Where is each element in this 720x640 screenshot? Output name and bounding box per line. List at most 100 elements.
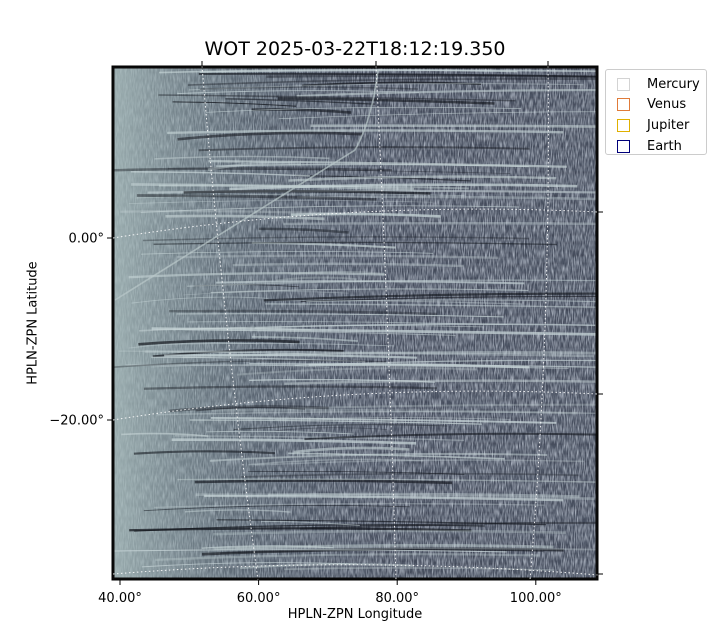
streak <box>151 356 366 362</box>
streak <box>200 69 598 73</box>
streak <box>172 101 297 107</box>
streak <box>306 299 598 303</box>
legend-item: Mercury <box>617 74 706 95</box>
streak <box>176 254 499 259</box>
streak <box>129 527 472 532</box>
streak <box>290 212 441 218</box>
streak <box>233 424 448 431</box>
streak <box>138 339 300 346</box>
streak <box>302 81 482 87</box>
streak <box>216 280 525 285</box>
image-layer <box>112 66 598 580</box>
streak <box>201 545 334 549</box>
streak <box>189 419 482 425</box>
legend-label: Earth <box>647 138 682 154</box>
streak <box>155 553 540 561</box>
y-axis-label: HPLN-ZPN Latitude <box>25 261 41 385</box>
streak <box>176 313 504 318</box>
streak <box>184 329 456 336</box>
streak <box>254 459 585 466</box>
streak <box>177 478 597 483</box>
legend-item: Venus <box>617 95 706 116</box>
streak <box>232 262 464 268</box>
streak <box>136 194 377 201</box>
streak <box>121 432 209 437</box>
streak <box>112 167 392 172</box>
legend-item: Jupiter <box>617 115 706 136</box>
streak <box>300 295 598 303</box>
streak <box>263 292 598 302</box>
streak <box>165 214 325 221</box>
diagonal-trail <box>114 69 379 301</box>
streak <box>128 272 385 279</box>
streak <box>158 94 516 102</box>
streak <box>248 458 424 466</box>
streak <box>288 175 557 182</box>
streak <box>288 452 505 460</box>
x-axis-label: HPLN-ZPN Longitude <box>287 607 423 622</box>
streak <box>195 406 306 412</box>
streak <box>183 291 349 296</box>
streak <box>171 438 416 445</box>
streak <box>164 353 417 359</box>
streak <box>278 97 495 105</box>
x-tick-label: 60.00° <box>237 591 281 606</box>
streak <box>131 183 414 191</box>
streak <box>213 529 567 536</box>
tick-labels: 40.00° 60.00° 80.00° 100.00° 0.00° −20.00° <box>49 232 561 607</box>
streak <box>143 385 438 390</box>
streak <box>225 98 376 105</box>
legend-swatch <box>617 118 630 132</box>
streak <box>247 471 465 475</box>
streak <box>187 78 598 86</box>
streak <box>140 205 520 213</box>
streak <box>215 163 529 168</box>
streak <box>206 430 354 435</box>
streak <box>118 350 328 356</box>
streak <box>251 108 352 114</box>
streak <box>156 411 598 416</box>
x-tick-label: 100.00° <box>510 591 562 606</box>
streak <box>277 299 523 305</box>
streak <box>143 505 410 512</box>
streak <box>177 90 419 94</box>
streak <box>188 83 584 91</box>
y-tick-label: −20.00° <box>49 414 104 429</box>
streak <box>154 502 545 509</box>
axis-ticks <box>107 61 603 585</box>
streak <box>133 450 276 455</box>
streak <box>183 189 431 195</box>
left-glow <box>112 66 598 580</box>
streak <box>254 323 598 329</box>
streak <box>235 547 598 551</box>
streak <box>240 472 579 478</box>
streak <box>198 146 530 152</box>
legend-swatch <box>617 77 630 91</box>
streak <box>310 124 598 128</box>
coordinate-grid <box>112 65 599 581</box>
streak <box>141 562 358 568</box>
streak <box>112 549 507 553</box>
legend-label: Venus <box>647 97 687 113</box>
axes-frame <box>111 65 599 581</box>
streak <box>249 363 598 368</box>
streak <box>198 72 598 78</box>
legend: Mercury Venus Jupiter Earth <box>605 69 707 155</box>
streak <box>258 227 349 234</box>
streak <box>249 378 435 383</box>
streak <box>210 417 557 424</box>
streak <box>174 435 464 442</box>
streak <box>151 327 596 336</box>
longitude-gridline <box>375 65 397 581</box>
streak <box>194 479 453 485</box>
streak <box>128 342 259 349</box>
streak <box>167 168 511 174</box>
streak <box>293 446 410 454</box>
streak <box>128 200 433 204</box>
streak <box>304 432 598 441</box>
streak <box>274 417 511 420</box>
longitude-gridline <box>529 65 549 581</box>
legend-label: Mercury <box>647 76 700 92</box>
